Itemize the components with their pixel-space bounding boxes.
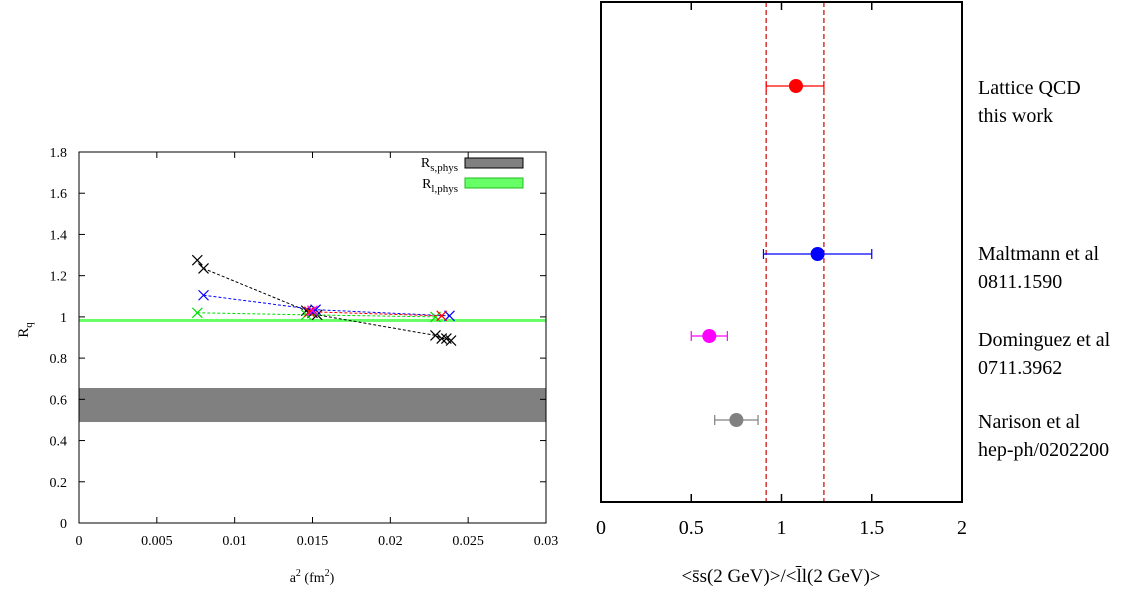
ref-label-line1: Narison et al [978,411,1081,433]
y-tick-label: 1.6 [50,187,68,202]
x-tick-label: 0.02 [378,534,403,549]
band-rl-phys [79,318,546,322]
data-point [445,335,457,347]
left-x-axis-label: a2 (fm2) [290,568,335,586]
series-3 [303,306,448,322]
left-plot-frame [78,151,547,524]
ref-label-line2: this work [978,105,1053,127]
y-tick-label: 0 [60,517,67,532]
data-point [191,307,203,319]
series-0 [191,254,457,347]
y-tick-label: 1.8 [50,146,68,161]
series-line [197,312,436,318]
ref-point-0 [765,79,825,93]
x-tick-label: 0.01 [222,534,247,549]
series-line [203,294,450,317]
y-tick-label: 0.4 [50,435,68,450]
series-line [309,311,442,317]
ref-point-2 [690,329,728,343]
legend-entry-rl-phys: Rl,phys [422,177,458,195]
data-point [303,306,315,318]
ref-label-line2: 0711.3962 [978,357,1063,379]
series-1 [198,289,455,322]
ref-label-dominguez: Dominguez et al 0711.3962 [978,326,1110,382]
data-point [307,305,318,317]
band-rs-phys [79,387,546,423]
data-point [810,247,825,261]
data-point [702,329,717,343]
x-tick-label: 0 [76,534,83,549]
x-tick-label: 0.025 [452,534,484,549]
x-tick-label: 0 [596,517,606,539]
right-x-axis-label: <s̄s(2 GeV)>/<l̄l(2 GeV)> [681,566,880,587]
x-tick-label: 1 [777,517,787,539]
right-chart-condensate-ratio: 0 0.5 1 1.5 2 <s̄s(2 GeV)>/<l̄l(2 GeV)> [596,1,967,587]
series-4 [307,305,318,317]
legend-swatch-rl-phys [464,177,524,189]
x-tick-label: 0.015 [297,534,329,549]
ref-label-maltmann: Maltmann et al 0811.1590 [978,240,1099,296]
data-point [191,254,203,266]
data-point [198,263,209,274]
legend-swatch-rs-phys [464,157,524,169]
legend-entry-rs-phys: Rs,phys [421,156,458,174]
data-point [436,333,448,344]
left-y-axis-label: Rq [16,322,35,338]
x-tick-label: 1.5 [859,517,884,539]
data-point [788,79,803,93]
ref-label-line1: Lattice QCD [978,77,1081,99]
x-tick-label: 0.5 [679,517,704,539]
y-tick-label: 0.2 [50,476,68,491]
ref-point-1 [762,247,873,261]
ref-label-line2: 0811.1590 [978,271,1063,293]
x-tick-label: 0.03 [534,534,559,549]
ref-label-line2: hep-ph/0202200 [978,439,1110,461]
data-point [430,330,441,341]
left-legend: Rs,phys Rl,phys [421,156,524,195]
ref-label-line1: Maltmann et al [978,243,1100,265]
y-tick-label: 1.4 [50,228,68,243]
data-point [198,289,209,301]
ref-point-3 [714,413,759,427]
data-point [310,304,322,316]
x-tick-label: 2 [957,517,967,539]
left-chart-rq-vs-a2: 0 0.005 0.01 0.015 0.02 0.025 0.03 0 0.2 0.4 0.6 0… [16,146,558,586]
series-line [196,259,452,342]
ref-label-narison: Narison et al hep-ph/0202200 [978,408,1109,464]
data-point [729,413,744,427]
ref-label-lattice-qcd: Lattice QCD this work [978,74,1081,130]
data-point [444,310,455,322]
ref-label-line1: Dominguez et al [978,329,1111,351]
data-point [436,310,448,322]
x-tick-label: 0.005 [141,534,173,549]
y-tick-label: 1 [60,311,67,326]
y-tick-label: 0.8 [50,352,68,367]
y-tick-label: 0.6 [50,393,68,408]
right-plot-frame [600,1,963,503]
y-tick-label: 1.2 [50,270,68,285]
